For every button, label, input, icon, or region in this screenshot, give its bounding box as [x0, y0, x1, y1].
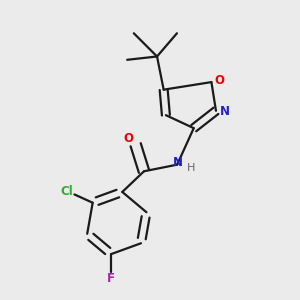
Text: O: O: [123, 132, 134, 145]
Text: N: N: [220, 105, 230, 118]
Text: O: O: [215, 74, 225, 87]
Text: Cl: Cl: [61, 185, 74, 198]
Text: N: N: [173, 157, 183, 169]
Text: H: H: [187, 163, 195, 173]
Text: F: F: [107, 272, 115, 285]
